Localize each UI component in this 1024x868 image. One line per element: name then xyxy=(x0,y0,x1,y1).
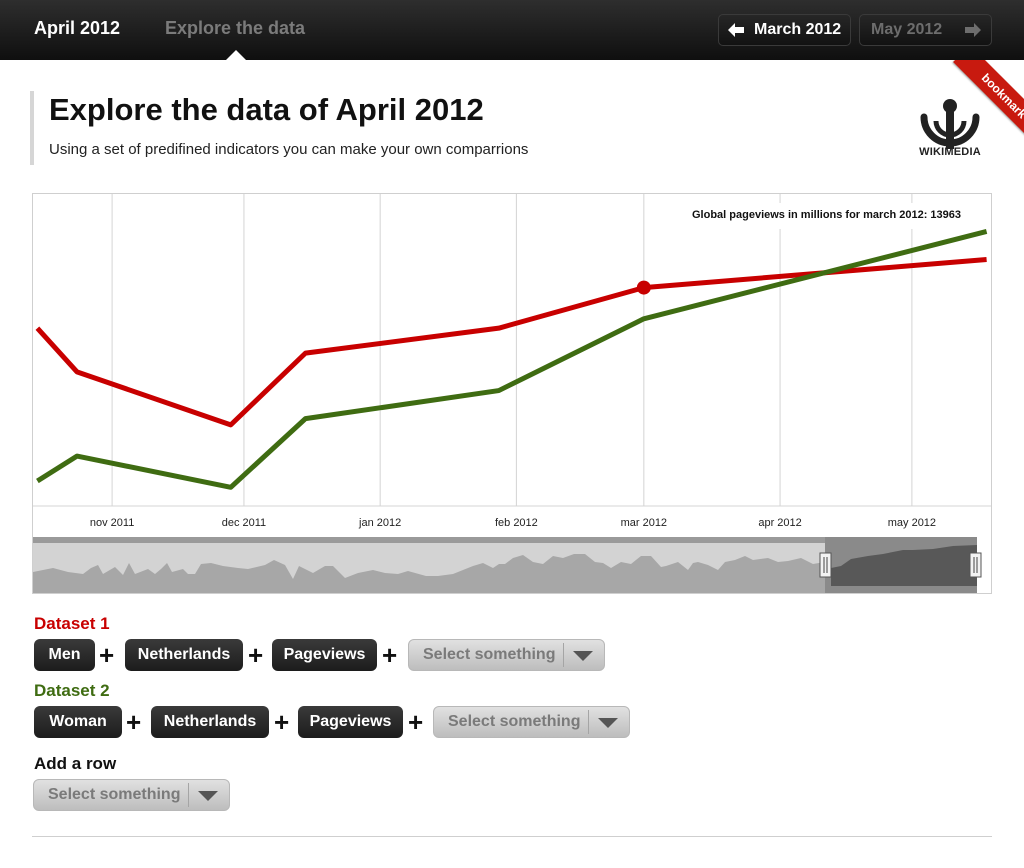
footer-divider xyxy=(32,836,992,837)
page-subtitle: Using a set of predifined indicators you… xyxy=(49,141,529,158)
header-accent-bar xyxy=(30,91,34,165)
dataset-2-select-text: Select something xyxy=(448,713,581,730)
series-line-1[interactable] xyxy=(35,257,987,428)
bookmark-ribbon[interactable]: bookmark xyxy=(944,60,1024,140)
plus-icon: + xyxy=(274,707,290,737)
chevron-down-icon xyxy=(598,718,618,728)
active-tab-caret xyxy=(226,50,246,60)
dataset-1-label: Dataset 1 xyxy=(34,614,110,633)
filter-chip-men[interactable]: Men xyxy=(34,639,95,671)
navigator-selected-area xyxy=(831,545,977,586)
add-row-select-text: Select something xyxy=(48,786,181,803)
line-chart: nov 2011 dec 2011 jan 2012 feb 2012 mar 2012… xyxy=(33,194,991,593)
tab-explore-the-data[interactable]: Explore the data xyxy=(165,18,306,38)
plus-icon: + xyxy=(408,707,424,737)
prev-month-button[interactable]: March 2012 xyxy=(718,14,851,46)
range-navigator[interactable] xyxy=(33,537,991,593)
x-tick-label: apr 2012 xyxy=(758,517,801,529)
plus-icon: + xyxy=(248,640,264,670)
filter-chip-netherlands[interactable]: Netherlands xyxy=(125,639,243,671)
tab-april-2012[interactable]: April 2012 xyxy=(34,18,121,38)
arrow-left-icon xyxy=(728,23,744,37)
chart-tooltip: Global pageviews in millions for march 2… xyxy=(686,203,988,229)
series-line-2[interactable] xyxy=(36,229,988,490)
next-month-label: May 2012 xyxy=(871,21,943,38)
arrow-right-icon xyxy=(965,23,981,37)
x-tick-label: may 2012 xyxy=(888,517,936,529)
bookmark-label: bookmark xyxy=(953,60,1024,140)
x-tick-label: jan 2012 xyxy=(358,517,401,529)
x-tick-label: feb 2012 xyxy=(495,517,538,529)
x-tick-label: mar 2012 xyxy=(621,517,667,529)
top-bar: April 2012 Explore the data March 2012 M… xyxy=(0,0,1024,60)
filter-chip-pageviews[interactable]: Pageviews xyxy=(298,706,403,738)
wikimedia-logo-icon xyxy=(920,99,980,149)
dataset-1-select-text: Select something xyxy=(423,646,556,663)
plus-icon: + xyxy=(126,707,142,737)
plus-icon: + xyxy=(99,640,115,670)
navigator-overview-area xyxy=(33,554,825,593)
wikimedia-logo-text: WIKIMEDIA xyxy=(919,146,981,158)
chevron-down-icon xyxy=(198,791,218,801)
add-row-label: Add a row xyxy=(34,754,117,773)
chevron-down-icon xyxy=(573,651,593,661)
plus-icon: + xyxy=(382,640,398,670)
filter-chip-netherlands[interactable]: Netherlands xyxy=(151,706,269,738)
dataset-1-select[interactable]: Select something xyxy=(408,639,605,671)
page-title: Explore the data of April 2012 xyxy=(49,92,484,127)
filter-chip-woman[interactable]: Woman xyxy=(34,706,122,738)
prev-month-label: March 2012 xyxy=(754,21,842,38)
next-month-button[interactable]: May 2012 xyxy=(859,14,992,46)
add-row-select[interactable]: Select something xyxy=(33,779,230,811)
x-tick-label: nov 2011 xyxy=(90,517,134,529)
dataset-2-label: Dataset 2 xyxy=(34,681,110,700)
chart-panel: nov 2011 dec 2011 jan 2012 feb 2012 mar 2012… xyxy=(32,193,992,594)
highlight-point[interactable] xyxy=(636,280,651,295)
range-handle-left[interactable] xyxy=(819,552,832,578)
filter-chip-pageviews[interactable]: Pageviews xyxy=(272,639,377,671)
x-tick-label: dec 2011 xyxy=(222,517,266,529)
range-handle-right[interactable] xyxy=(969,552,982,578)
dataset-2-select[interactable]: Select something xyxy=(433,706,630,738)
